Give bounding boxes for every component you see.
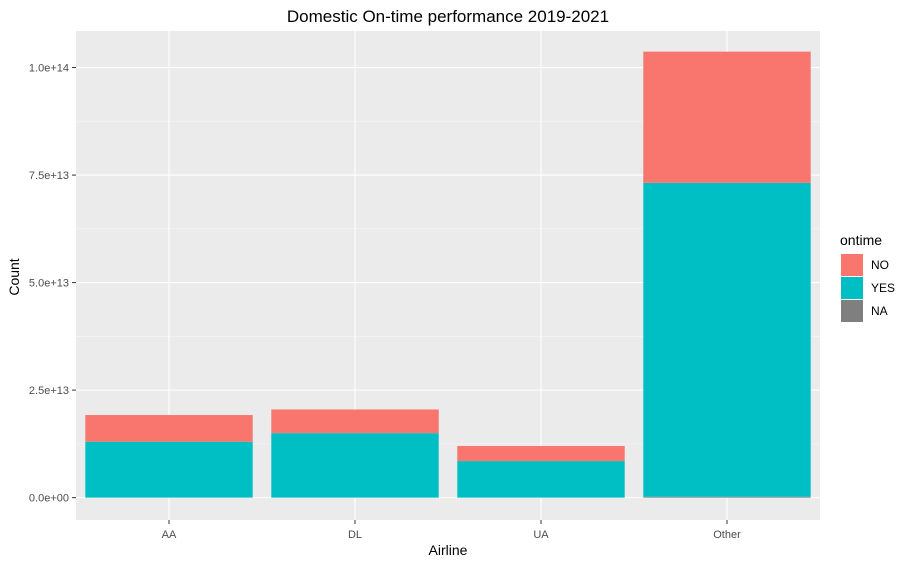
legend-key-na <box>841 300 863 322</box>
x-axis: AA DL UA Other <box>162 520 741 541</box>
bar-other-na <box>643 496 811 498</box>
y-axis-title: Count <box>6 258 22 295</box>
legend-key-yes <box>841 277 863 299</box>
bar-aa-no <box>85 415 253 442</box>
bar-other-no <box>643 51 811 183</box>
bar-dl-yes <box>271 433 439 498</box>
bar-ua-yes <box>457 461 625 498</box>
x-tick-label: DL <box>348 529 362 541</box>
y-tick-label: 7.5e+13 <box>29 170 69 182</box>
y-tick-label: 2.5e+13 <box>29 385 69 397</box>
legend-label-yes: YES <box>871 281 895 295</box>
x-tick-label: AA <box>162 529 177 541</box>
y-tick-label: 5.0e+13 <box>29 278 69 290</box>
bar-aa-yes <box>85 441 253 498</box>
bars <box>85 51 811 498</box>
legend-label-no: NO <box>871 258 889 272</box>
x-tick-label: Other <box>713 529 741 541</box>
bar-other-yes <box>643 182 811 497</box>
y-tick-label: 1.0e+14 <box>29 63 69 75</box>
y-tick-label: 0.0e+00 <box>29 493 69 505</box>
chart-title: Domestic On-time performance 2019-2021 <box>287 7 609 26</box>
legend-title: ontime <box>840 232 882 248</box>
y-axis: 0.0e+00 2.5e+13 5.0e+13 7.5e+13 1.0e+14 <box>29 63 76 505</box>
bar-ua-no <box>457 446 625 462</box>
legend-key-no <box>841 254 863 276</box>
x-tick-label: UA <box>533 529 549 541</box>
bar-dl-no <box>271 409 439 434</box>
legend: ontime NO YES NA <box>840 232 895 322</box>
x-axis-title: Airline <box>429 542 468 558</box>
legend-label-na: NA <box>871 304 888 318</box>
